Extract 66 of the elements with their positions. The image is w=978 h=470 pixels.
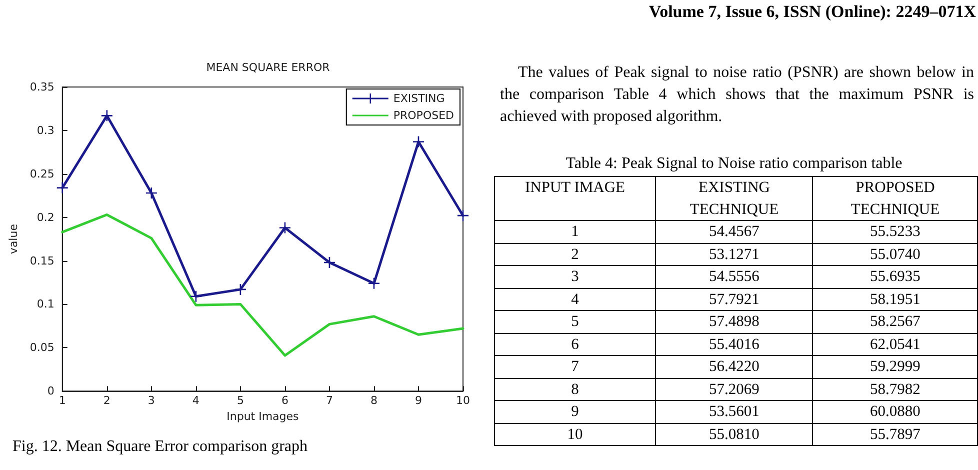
y-tick-label: 0.3 (36, 124, 54, 137)
point (368, 278, 380, 289)
data-label: 54.4567 (656, 220, 813, 243)
x-tick-label: 1 (58, 394, 66, 408)
point (279, 222, 290, 234)
legend-label: EXISTING (393, 92, 445, 105)
data-label: 59.2999 (812, 356, 978, 378)
y-tick-label: 4 (494, 288, 656, 310)
y-tick-label: 3 (494, 266, 656, 288)
y-tick-label: 0.05 (30, 341, 54, 354)
y-tick-label: 0 (47, 384, 54, 398)
y-tick-label: 0.15 (30, 254, 54, 268)
caption: Fig. 12. Mean Square Error comparison graph (11, 438, 309, 456)
x-tick-label: 2 (103, 394, 110, 408)
x-tick-label: 5 (236, 394, 244, 408)
y-tick-label: 10 (494, 423, 656, 446)
point (56, 182, 68, 194)
data-label: 57.7921 (656, 288, 813, 310)
data-label: 54.5556 (656, 266, 813, 288)
legend-label: PROPOSED (393, 109, 454, 122)
chart-title: MEAN SQUARE ERROR (206, 61, 330, 74)
data-label: 60.0880 (812, 400, 978, 423)
data-label: 58.2567 (812, 310, 978, 333)
text: The values of Peak signal to noise ratio (PSNR) are shown below in the comparison Table 4 which shows that the maximum PSNR is achieved with proposed algorithm. (500, 63, 974, 127)
x-tick-label: 8 (370, 394, 378, 408)
x-tick-label: PROPOSED TECHNIQUE (812, 176, 978, 220)
x-tick-label: 6 (281, 394, 288, 408)
data-label: 62.0541 (812, 333, 978, 356)
data-label: 55.0810 (656, 423, 813, 446)
data-label: 56.4220 (656, 356, 813, 378)
y-tick-label: 0.35 (30, 80, 54, 94)
x-tick-label: EXISTING TECHNIQUE (656, 176, 813, 220)
point (412, 136, 424, 148)
data-label: 53.5601 (656, 400, 813, 423)
line-series (61, 213, 464, 357)
point (190, 290, 202, 302)
x-tick-label: 9 (414, 394, 422, 408)
data-label: 55.4016 (656, 333, 813, 356)
point (458, 210, 468, 222)
y-tick-label: 7 (494, 356, 656, 378)
point (101, 110, 112, 122)
data-label: 57.2069 (656, 378, 813, 400)
y-tick-label: 0.25 (30, 167, 54, 180)
x-tick-label: 10 (456, 394, 470, 408)
data-label: 55.5233 (812, 220, 978, 243)
data-label: 53.1271 (656, 243, 813, 266)
data-label: 55.7897 (812, 423, 978, 446)
data-label: 58.7982 (812, 378, 978, 400)
x-axis-title: Input Images (226, 410, 300, 423)
y-tick-label: 2 (494, 243, 656, 266)
data-label: 55.0740 (812, 243, 978, 266)
x-tick-label: 4 (192, 394, 200, 408)
y-tick-label: 0.2 (36, 210, 54, 224)
y-tick-label: 6 (494, 333, 656, 356)
y-axis-title: INPUT IMAGE (494, 176, 656, 220)
chart-title: Table 4: Peak Signal to Noise ratio comparison table (564, 155, 904, 173)
y-tick-label: 0.1 (36, 298, 54, 311)
data-label: 57.4898 (656, 310, 813, 333)
text: Volume 7, Issue 6, ISSN (Online): 2249–071X (648, 2, 976, 22)
y-axis-title: value (7, 224, 20, 254)
data-label: 58.1951 (812, 288, 978, 310)
x-tick-label: 3 (148, 394, 155, 408)
x-tick-label: 7 (326, 394, 333, 408)
data-label: 55.6935 (812, 266, 978, 288)
y-tick-label: 1 (494, 220, 656, 243)
y-tick-label: 5 (494, 310, 656, 333)
